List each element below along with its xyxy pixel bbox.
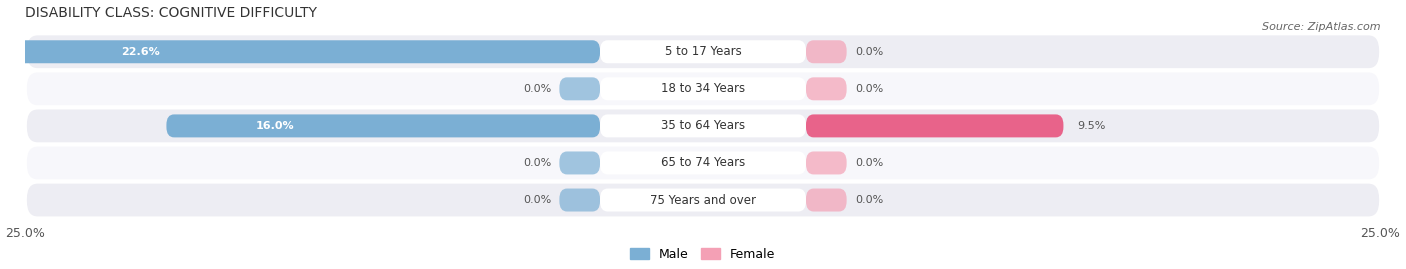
Text: 65 to 74 Years: 65 to 74 Years — [661, 157, 745, 169]
Text: 18 to 34 Years: 18 to 34 Years — [661, 82, 745, 95]
Text: 0.0%: 0.0% — [523, 195, 551, 205]
FancyBboxPatch shape — [25, 145, 1381, 181]
FancyBboxPatch shape — [25, 182, 1381, 218]
FancyBboxPatch shape — [166, 114, 600, 137]
Text: 22.6%: 22.6% — [121, 47, 160, 57]
FancyBboxPatch shape — [560, 189, 600, 211]
FancyBboxPatch shape — [806, 189, 846, 211]
FancyBboxPatch shape — [806, 77, 846, 100]
Text: 0.0%: 0.0% — [523, 158, 551, 168]
FancyBboxPatch shape — [25, 34, 1381, 70]
FancyBboxPatch shape — [806, 151, 846, 175]
FancyBboxPatch shape — [600, 77, 806, 100]
FancyBboxPatch shape — [806, 40, 846, 63]
Text: 0.0%: 0.0% — [855, 195, 883, 205]
Text: 9.5%: 9.5% — [1077, 121, 1105, 131]
FancyBboxPatch shape — [560, 77, 600, 100]
Text: 0.0%: 0.0% — [855, 84, 883, 94]
FancyBboxPatch shape — [600, 40, 806, 63]
FancyBboxPatch shape — [600, 189, 806, 211]
FancyBboxPatch shape — [806, 114, 1063, 137]
FancyBboxPatch shape — [25, 108, 1381, 144]
Text: 0.0%: 0.0% — [855, 158, 883, 168]
FancyBboxPatch shape — [600, 151, 806, 175]
FancyBboxPatch shape — [560, 151, 600, 175]
Text: DISABILITY CLASS: COGNITIVE DIFFICULTY: DISABILITY CLASS: COGNITIVE DIFFICULTY — [25, 6, 318, 20]
Text: Source: ZipAtlas.com: Source: ZipAtlas.com — [1263, 22, 1381, 31]
FancyBboxPatch shape — [0, 40, 600, 63]
Text: 0.0%: 0.0% — [523, 84, 551, 94]
Text: 5 to 17 Years: 5 to 17 Years — [665, 45, 741, 58]
Text: 16.0%: 16.0% — [256, 121, 294, 131]
FancyBboxPatch shape — [600, 114, 806, 137]
Text: 0.0%: 0.0% — [855, 47, 883, 57]
Text: 75 Years and over: 75 Years and over — [650, 193, 756, 207]
Legend: Male, Female: Male, Female — [630, 248, 776, 261]
Text: 35 to 64 Years: 35 to 64 Years — [661, 119, 745, 132]
FancyBboxPatch shape — [25, 71, 1381, 107]
